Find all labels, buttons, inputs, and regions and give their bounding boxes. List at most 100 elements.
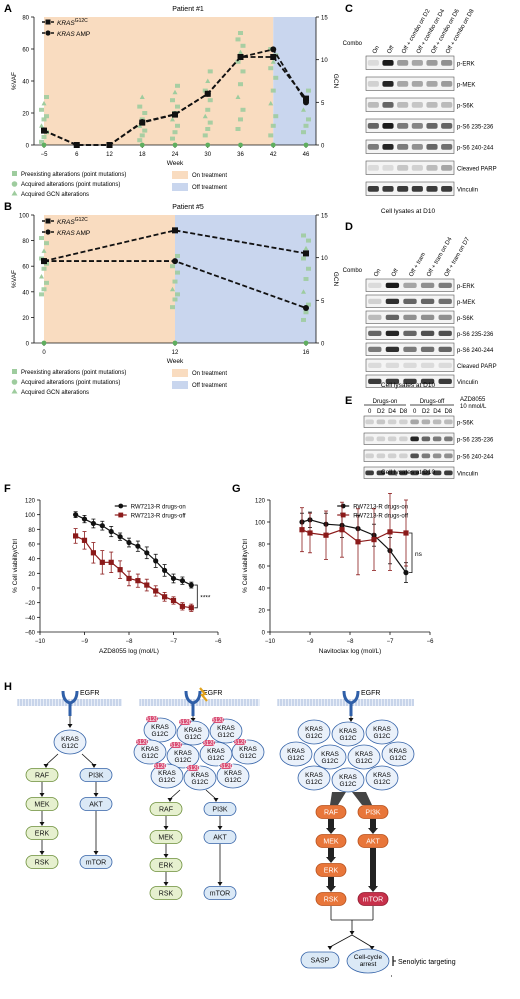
arrow-head — [93, 851, 99, 855]
kras-g12c-node — [133, 739, 167, 765]
acquired-gcn-point — [202, 113, 208, 119]
pi3k-node — [357, 805, 389, 819]
kras-g12c-node — [279, 741, 313, 767]
blot-e-group-on: Drugs-on — [373, 399, 398, 405]
kras-label: KRAS — [355, 751, 373, 758]
blot-strip — [365, 160, 455, 175]
panel-g: G 0 20 40 60 80 100 120 −10 −9 −8 −7 −6 Navitoclax l… — [232, 483, 434, 655]
blot-row-label: p-MEK — [457, 300, 475, 306]
preexisting-alteration-point — [235, 127, 241, 131]
cell-cycle-label: Cell-cycle — [354, 954, 383, 961]
senolytic-label: Senolytic targeting — [398, 959, 456, 966]
data-point-drugs-off — [355, 539, 361, 545]
x-tick-label: 36 — [237, 152, 244, 158]
kras-sub-label: G12C — [340, 781, 357, 788]
panel-label-b: B — [4, 201, 12, 213]
preexisting-alteration-point — [175, 104, 180, 109]
y-tick-label: 40 — [258, 587, 265, 593]
x-tick-label: −9 — [307, 639, 315, 645]
kras-sub-label: G12C — [62, 743, 79, 750]
panel-f-chart: −60 −40 −20 0 20 40 60 80 100 120 −10 −9 −8 −7 −6 AZD80… — [12, 499, 222, 656]
data-point-drugs-off — [99, 559, 105, 565]
legend-marker — [340, 503, 346, 509]
acquired-gcn-point — [238, 49, 243, 55]
blot-row-label: p-S6 235-236 — [457, 332, 494, 338]
preexisting-alteration-point — [306, 88, 311, 93]
on-treatment-region — [44, 17, 274, 145]
rsk-node-label: RSK — [159, 891, 174, 898]
blot-row-label: p-S6 235-236 — [457, 124, 494, 130]
raf-node-label: RAF — [35, 773, 49, 780]
blot-band — [441, 60, 453, 66]
blot-row-label: p-S6 240-244 — [457, 348, 494, 354]
preexisting-alteration-point — [240, 69, 246, 74]
preexisting-alteration-point — [238, 82, 243, 87]
blot-band — [376, 470, 386, 476]
preexisting-alteration-point — [44, 241, 49, 246]
acquired-gcn-point — [270, 59, 276, 64]
blot-row-label: p-ERK — [457, 61, 475, 67]
y-axis-label: %VAF — [11, 72, 18, 90]
g12c-badge — [136, 739, 148, 745]
series-fit-line-1 — [301, 529, 407, 543]
legend-a-preexisting: Preexisting alterations (point mutations… — [21, 172, 126, 178]
g12c-badge — [220, 763, 232, 769]
egfr-stem — [349, 703, 353, 716]
arrow-head — [167, 798, 173, 802]
blot-strip — [365, 97, 455, 112]
blot-lane-label: On — [372, 45, 381, 55]
svg-text:KRAS AMP: KRAS AMP — [57, 31, 90, 38]
preexisting-alteration-point — [137, 104, 143, 109]
acquired-point-mutation — [41, 142, 47, 148]
x-tick-label: 12 — [172, 350, 179, 356]
kras-label: KRAS — [339, 728, 357, 735]
preexisting-alteration-point — [41, 135, 47, 139]
data-point-drugs-on — [153, 558, 159, 564]
arrow-head — [93, 793, 99, 797]
data-point-drugs-on — [73, 512, 79, 518]
series-point-kras-amp — [303, 305, 309, 312]
blot-band — [397, 81, 409, 87]
arrow-head — [368, 886, 378, 892]
kras-sub-label: G12C — [390, 755, 407, 762]
acquired-gcn-point — [39, 273, 44, 279]
y2-tick-label: 5 — [321, 299, 325, 305]
acquired-point-mutation — [205, 142, 211, 148]
x-tick-label: 16 — [303, 350, 310, 356]
x-tick-label: −7 — [170, 639, 178, 645]
blot-band — [385, 378, 400, 384]
legend-b-kras-amp-suffix: AMP — [75, 230, 91, 237]
kras-sub-label: G12C — [185, 734, 202, 741]
x-tick-label: 6 — [75, 152, 79, 158]
kras-label: KRAS — [339, 774, 357, 781]
blot-band — [382, 60, 394, 66]
blot-band — [403, 330, 417, 336]
mek-node-label: MEK — [323, 839, 339, 846]
arrow-head — [369, 946, 375, 950]
blot-band — [410, 419, 419, 425]
rsk-node — [315, 892, 347, 906]
egfr-label: EGFR — [203, 690, 222, 697]
series-point-kras-amp — [106, 142, 113, 148]
pi3k-node-label: PI3K — [88, 773, 104, 780]
blot-band — [365, 419, 374, 425]
preexisting-alteration-point — [137, 138, 143, 143]
arrow-head — [163, 854, 169, 858]
preexisting-alteration-point — [207, 69, 213, 74]
preexisting-alteration-point — [139, 133, 145, 138]
blot-band — [421, 436, 431, 442]
preexisting-alteration-point — [207, 98, 213, 103]
raf-node — [315, 805, 347, 819]
kras-label: KRAS — [158, 770, 176, 777]
acquired-point-marker-icon — [11, 181, 18, 187]
blot-band — [411, 81, 423, 87]
legend-b-acquired-gcn: Acquired GCN alterations — [21, 390, 89, 396]
x-tick-label: 18 — [139, 152, 146, 158]
y-tick-label: 80 — [22, 16, 29, 22]
blot-band — [403, 282, 417, 288]
g12c-badge-label: G12C — [218, 764, 234, 770]
blot-band — [421, 470, 431, 476]
pathway-arrow — [81, 753, 95, 766]
preexisting-alteration-point — [175, 270, 180, 275]
blot-band — [438, 346, 452, 352]
